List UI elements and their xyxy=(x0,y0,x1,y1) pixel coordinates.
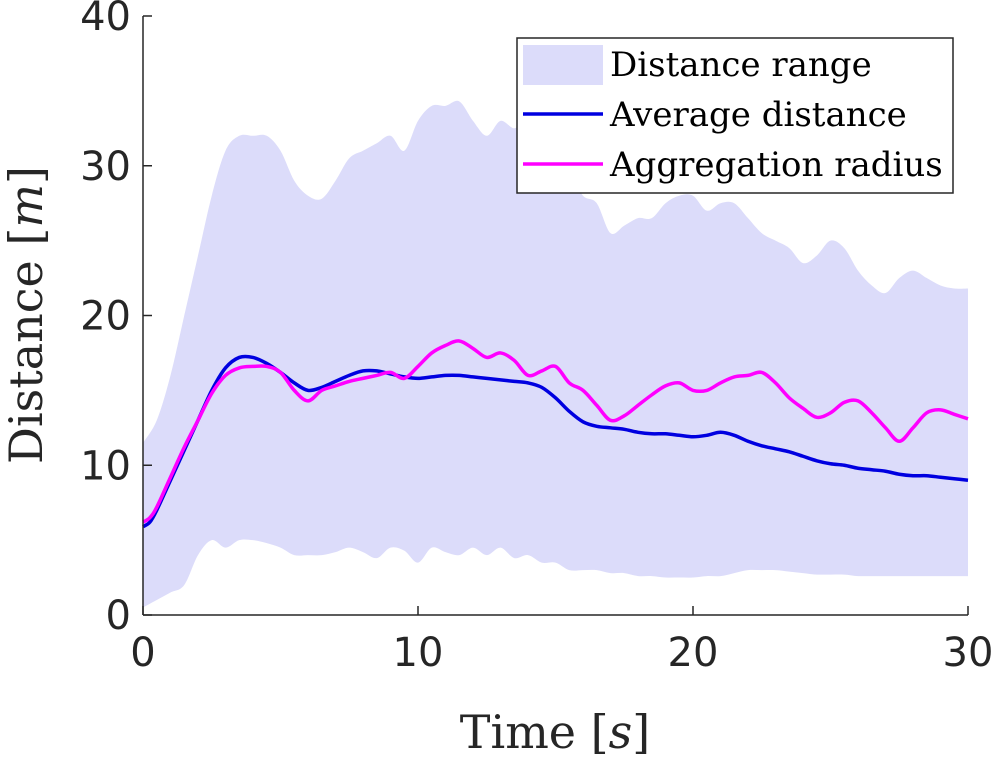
legend-label-aggregation: Aggregation radius xyxy=(609,145,943,185)
y-tick-label: 30 xyxy=(80,144,131,190)
y-axis-label-unit: m xyxy=(0,184,53,228)
y-ticks: 0 10 20 30 40 xyxy=(80,0,152,639)
average-distance-line xyxy=(142,354,969,529)
distance-range-area xyxy=(143,100,968,608)
axes: 0 10 20 30 0 10 20 30 40 xyxy=(80,0,993,676)
legend-label-range: Distance range xyxy=(610,45,872,85)
x-tick-label: 0 xyxy=(130,630,155,676)
legend-label-average: Average distance xyxy=(609,95,907,135)
y-tick-label: 20 xyxy=(80,294,131,340)
y-axis-label: Distance [m] xyxy=(0,166,53,464)
legend: Distance range Average distance Aggregat… xyxy=(516,37,954,194)
y-tick-label: 10 xyxy=(80,443,131,489)
y-tick-label: 40 xyxy=(80,0,131,40)
plot-area xyxy=(142,100,969,608)
x-axis-label-text: Time xyxy=(460,705,576,759)
y-tick-label: 0 xyxy=(106,593,131,639)
x-tick-label: 20 xyxy=(668,630,719,676)
x-axis-label: Time [s] xyxy=(460,705,650,759)
y-axis-label-text: Distance xyxy=(0,260,53,464)
aggregation-radius-line xyxy=(142,339,969,524)
x-ticks: 0 10 20 30 xyxy=(130,606,993,676)
x-tick-label: 10 xyxy=(393,630,444,676)
x-tick-label: 30 xyxy=(943,630,994,676)
x-axis-label-unit: s xyxy=(609,705,633,759)
legend-swatch-range xyxy=(523,45,603,85)
